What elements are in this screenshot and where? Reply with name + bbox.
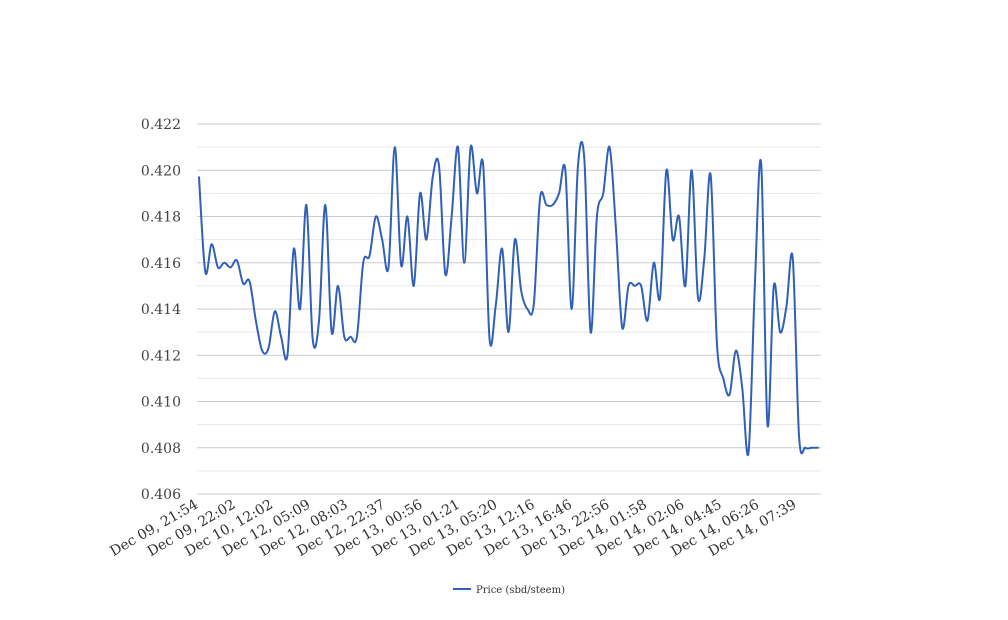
y-axis-ticks: 0.406 0.408 0.410 0.412 0.414 0.416 0.418 0.420… [141,117,181,503]
y-tick-label: 0.410 [141,395,181,411]
y-tick-label: 0.408 [141,441,181,457]
y-tick-label: 0.420 [141,163,181,179]
y-tick-label: 0.406 [141,487,181,503]
y-tick-label: 0.418 [141,210,181,226]
y-tick-label: 0.414 [141,302,181,318]
series-layer [198,141,819,457]
legend-label: Price (sbd/steem) [476,585,565,596]
legend: Price (sbd/steem) [453,585,565,596]
y-tick-label: 0.422 [141,117,181,133]
series-line [198,141,819,457]
y-tick-label: 0.412 [141,348,181,364]
y-tick-label: 0.416 [141,256,181,272]
gridlines [197,123,821,495]
